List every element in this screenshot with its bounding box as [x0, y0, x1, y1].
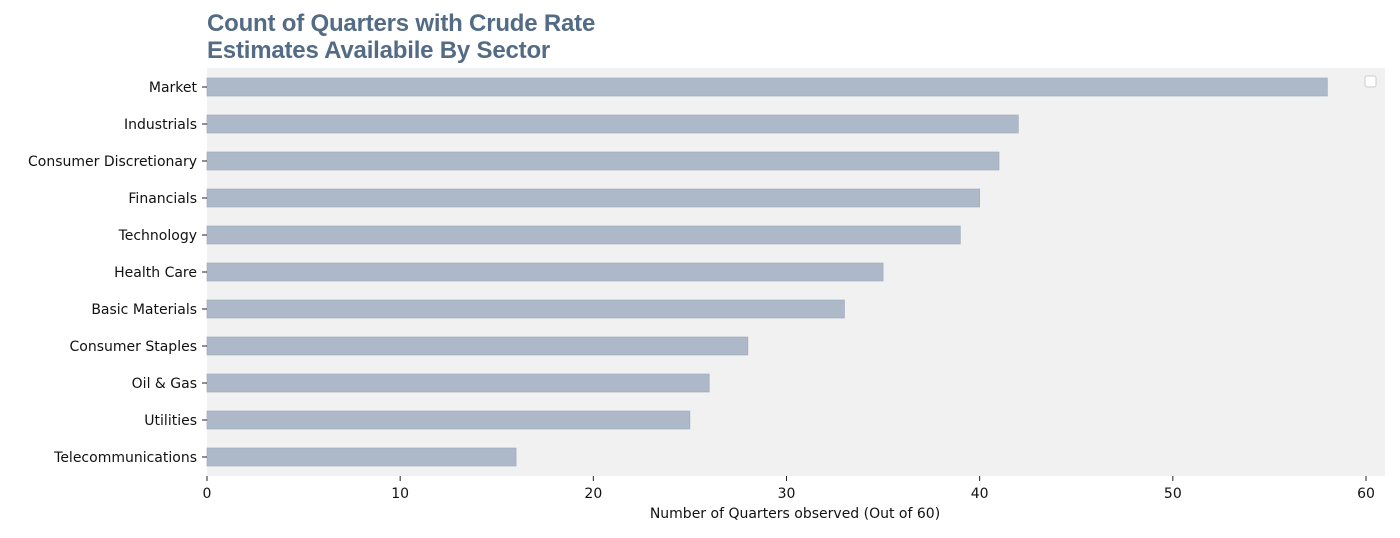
- y-tick-label: Telecommunications: [53, 450, 197, 466]
- bar-consumer-discretionary: [206, 151, 1000, 171]
- bar-financials: [206, 188, 980, 208]
- y-tick-label: Health Care: [114, 265, 197, 281]
- bar-utilities: [206, 410, 691, 430]
- x-tick-label: 0: [203, 486, 212, 502]
- bar-industrials: [206, 114, 1019, 134]
- y-axis: Market Industrials Consumer Discretionary F…: [28, 80, 207, 466]
- x-tick-label: 40: [971, 486, 989, 502]
- bar-technology: [206, 225, 961, 245]
- bar-market: [206, 77, 1328, 97]
- y-tick-label: Consumer Staples: [70, 339, 197, 355]
- bar-telecommunications: [206, 447, 517, 467]
- bar-oil-gas: [206, 373, 710, 393]
- x-tick-label: 30: [778, 486, 796, 502]
- y-tick-label: Utilities: [144, 413, 197, 429]
- chart-title-line-1: Count of Quarters with Crude Rate: [207, 10, 596, 37]
- x-tick-label: 10: [391, 486, 409, 502]
- y-tick-label: Consumer Discretionary: [28, 154, 197, 170]
- bar-health-care: [206, 262, 884, 282]
- x-axis-label: Number of Quarters observed (Out of 60): [650, 506, 940, 522]
- y-tick-label: Market: [149, 80, 198, 96]
- y-tick-label: Industrials: [124, 117, 197, 133]
- chart-title-line-2: Estimates Availabile By Sector: [207, 37, 551, 64]
- y-tick-label: Technology: [118, 228, 197, 244]
- x-axis: 0 10 20 30 40 50 60: [203, 476, 1375, 502]
- bar-consumer-staples: [206, 336, 749, 356]
- x-tick-label: 60: [1357, 486, 1375, 502]
- bar-basic-materials: [206, 299, 845, 319]
- y-tick-label: Financials: [128, 191, 197, 207]
- y-tick-label: Basic Materials: [91, 302, 197, 318]
- x-tick-label: 20: [584, 486, 602, 502]
- chart-title: Count of Quarters with Crude Rate Estima…: [207, 10, 595, 64]
- x-tick-label: 50: [1164, 486, 1182, 502]
- legend-box: [1364, 75, 1377, 88]
- y-tick-label: Oil & Gas: [132, 376, 197, 392]
